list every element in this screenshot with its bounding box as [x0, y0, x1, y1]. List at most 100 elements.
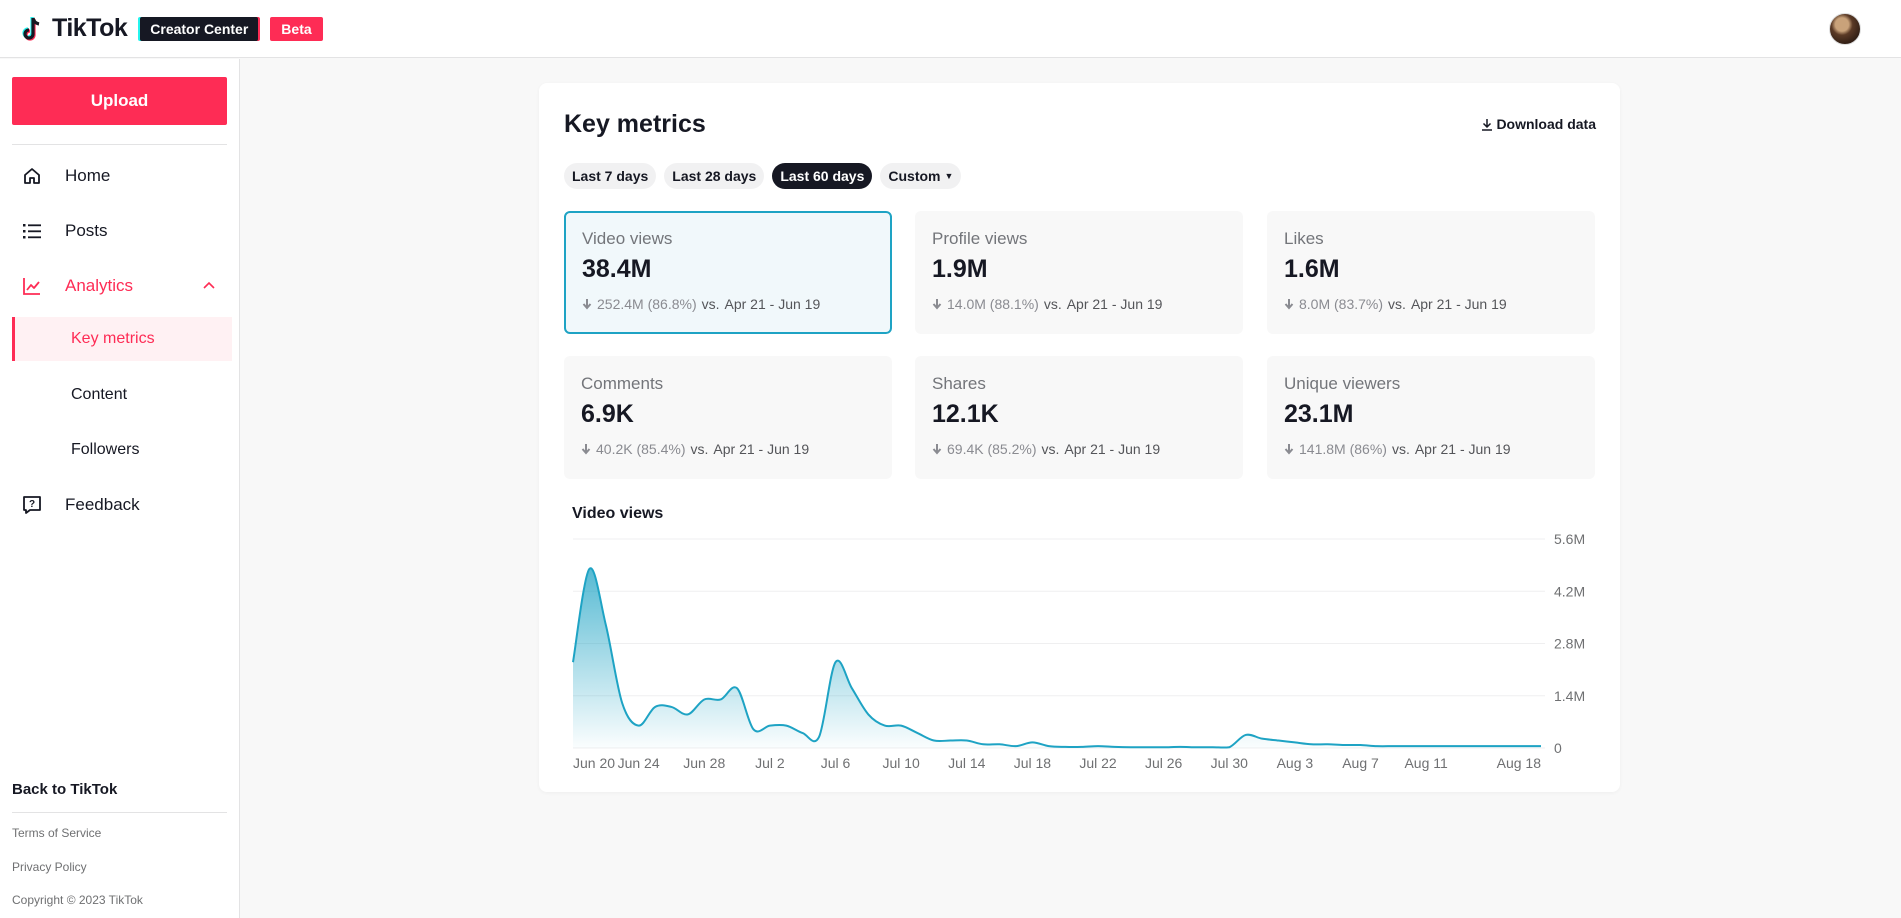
metric-vs: vs.	[701, 296, 720, 312]
metric-label: Profile views	[932, 229, 1028, 248]
metric-vs: vs.	[1388, 296, 1406, 312]
line-chart-icon	[21, 275, 43, 297]
back-to-tiktok-link[interactable]: Back to TikTok	[12, 781, 118, 798]
video-views-chart[interactable]: 0 1.4M 2.8M 4.2M 5.6M Jun 20 Jun 24 Jun 28 Jul 2…	[539, 523, 1620, 792]
range-last-28-days[interactable]: Last 28 days	[664, 163, 765, 189]
metric-value: 1.9M	[932, 255, 988, 283]
metric-change-value: 8.0M (83.7%)	[1299, 296, 1384, 312]
x-tick-label: Jul 10	[882, 755, 920, 771]
y-tick-label: 4.2M	[1554, 583, 1585, 599]
metric-change-value: 141.8M (86%)	[1299, 441, 1387, 457]
metric-vs: vs.	[1041, 441, 1060, 457]
tiktok-note-icon	[22, 16, 40, 41]
metric-value: 23.1M	[1284, 400, 1354, 428]
y-tick-label: 2.8M	[1554, 636, 1585, 652]
sidebar-item-analytics[interactable]: Analytics	[12, 264, 232, 308]
arrow-down-icon	[932, 444, 942, 455]
list-icon	[21, 220, 43, 242]
tiktok-logo[interactable]: TikTok	[20, 14, 128, 43]
metric-label: Video views	[582, 229, 673, 248]
terms-link[interactable]: Terms of Service	[12, 826, 102, 840]
metric-card-shares[interactable]: Shares 12.1K 69.4K (85.2%) vs. Apr 21 - Jun …	[915, 356, 1243, 479]
sidebar-divider	[12, 144, 227, 145]
range-custom[interactable]: Custom ▼	[880, 163, 962, 189]
metric-card-profile-views[interactable]: Profile views 1.9M 14.0M (88.1%) vs. Apr 21 …	[915, 211, 1243, 334]
metric-vs: vs.	[690, 441, 709, 457]
metric-card-comments[interactable]: Comments 6.9K 40.2K (85.4%) vs. Apr 21 - Jun…	[564, 356, 892, 479]
sidebar-item-label: Feedback	[65, 495, 140, 514]
metric-vs: vs.	[1391, 441, 1410, 457]
metric-label: Comments	[581, 374, 664, 393]
range-last-60-days[interactable]: Last 60 days	[772, 163, 873, 189]
chevron-up-icon[interactable]	[202, 279, 216, 293]
metric-value: 6.9K	[581, 400, 634, 428]
arrow-down-icon	[1284, 444, 1294, 455]
creator-center-badge: Creator Center	[140, 16, 259, 41]
download-data-button[interactable]: Download data	[1481, 116, 1596, 132]
upload-button[interactable]: Upload	[12, 77, 227, 125]
range-last-7-days[interactable]: Last 7 days	[564, 163, 657, 189]
sidebar-divider	[12, 812, 227, 813]
metric-period: Apr 21 - Jun 19	[1414, 441, 1511, 457]
x-tick-label: Jul 18	[1014, 755, 1052, 771]
chart-title: Video views	[572, 505, 664, 522]
sidebar-item-label: Posts	[65, 221, 108, 240]
x-tick-label: Jul 30	[1211, 755, 1249, 771]
svg-text:?: ?	[29, 499, 35, 510]
feedback-icon: ?	[21, 494, 43, 516]
sidebar-item-content[interactable]: Content	[71, 386, 128, 403]
range-custom-label: Custom	[888, 168, 941, 184]
sidebar-item-followers[interactable]: Followers	[71, 441, 140, 458]
chart-series-line	[572, 567, 1541, 749]
x-tick-label: Jun 28	[683, 755, 725, 771]
avatar[interactable]	[1829, 13, 1861, 45]
sidebar: Upload Home Posts Analytics Key metrics …	[0, 59, 240, 918]
x-tick-label: Jun 24	[618, 755, 660, 771]
logo-text: TikTok	[52, 14, 128, 42]
metric-change-value: 252.4M (86.8%)	[597, 296, 697, 312]
x-tick-label: Aug 18	[1497, 755, 1542, 771]
sidebar-item-key-metrics[interactable]: Key metrics	[12, 317, 232, 361]
metric-card-likes[interactable]: Likes 1.6M 8.0M (83.7%) vs. Apr 21 - Jun 19	[1267, 211, 1595, 334]
arrow-down-icon	[582, 299, 592, 310]
chart-area	[573, 568, 1541, 748]
x-tick-label: Jul 22	[1079, 755, 1117, 771]
y-tick-label: 5.6M	[1554, 531, 1585, 547]
sidebar-item-label: Analytics	[65, 276, 134, 295]
metric-value: 1.6M	[1284, 255, 1340, 283]
sidebar-item-feedback[interactable]: ? Feedback	[12, 483, 232, 527]
download-icon	[1482, 118, 1493, 131]
sidebar-item-posts[interactable]: Posts	[12, 209, 232, 253]
x-tick-label: Jul 14	[948, 755, 986, 771]
page-title: Key metrics	[564, 110, 706, 138]
metric-period: Apr 21 - Jun 19	[1066, 296, 1163, 312]
x-tick-label: Aug 11	[1404, 755, 1448, 771]
arrow-down-icon	[1284, 299, 1294, 310]
metric-period: Apr 21 - Jun 19	[713, 441, 810, 457]
date-range-selector: Last 7 days Last 28 days Last 60 days Cu…	[564, 163, 962, 189]
metric-change-value: 40.2K (85.4%)	[596, 441, 686, 457]
metric-vs: vs.	[1043, 296, 1062, 312]
sidebar-item-label: Home	[65, 166, 111, 185]
download-label: Download data	[1496, 116, 1596, 132]
metric-card-video-views[interactable]: Video views 38.4M 252.4M (86.8%) vs. Apr 21 …	[564, 211, 892, 334]
key-metrics-card: Key metrics Download data Last 7 days La…	[539, 83, 1620, 792]
x-tick-label: Jun 20	[573, 755, 615, 771]
x-tick-label: Jul 2	[755, 755, 785, 771]
metric-period: Apr 21 - Jun 19	[724, 296, 821, 312]
privacy-link[interactable]: Privacy Policy	[12, 860, 87, 874]
metric-card-unique-viewers[interactable]: Unique viewers 23.1M 141.8M (86%) vs. Apr 21…	[1267, 356, 1595, 479]
arrow-down-icon	[581, 444, 591, 455]
x-tick-label: Jul 26	[1145, 755, 1183, 771]
metric-change: 8.0M (83.7%) vs. Apr 21 - Jun 19	[1284, 296, 1578, 312]
x-tick-label: Aug 3	[1277, 755, 1314, 771]
metric-change: 40.2K (85.4%) vs. Apr 21 - Jun 19	[581, 441, 875, 457]
metric-period: Apr 21 - Jun 19	[1064, 441, 1161, 457]
metric-value: 38.4M	[582, 255, 652, 283]
x-tick-label: Aug 7	[1342, 755, 1379, 771]
caret-down-icon: ▼	[944, 171, 954, 181]
beta-badge: Beta	[270, 16, 323, 41]
metric-change: 69.4K (85.2%) vs. Apr 21 - Jun 19	[932, 441, 1226, 457]
sidebar-item-home[interactable]: Home	[12, 154, 232, 198]
top-header: TikTok Creator Center Beta	[0, 0, 1901, 58]
